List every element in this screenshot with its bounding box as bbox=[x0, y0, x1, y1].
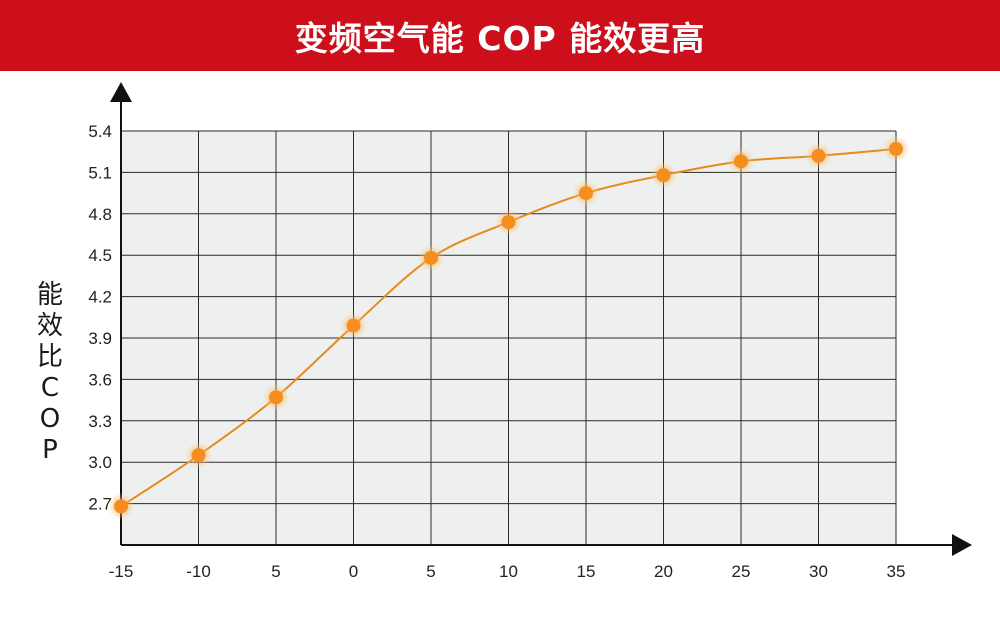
data-point bbox=[346, 318, 361, 333]
y-axis-label-char: 能 bbox=[36, 280, 63, 310]
x-tick-label: 15 bbox=[577, 562, 596, 581]
x-tick-label: 30 bbox=[809, 562, 828, 581]
data-point bbox=[889, 141, 903, 156]
y-tick-label: 3.6 bbox=[88, 370, 112, 389]
data-point bbox=[114, 499, 128, 514]
data-point bbox=[191, 448, 206, 463]
y-tick-label: 3.3 bbox=[88, 412, 112, 431]
x-tick-label: -10 bbox=[186, 562, 211, 581]
data-point bbox=[424, 250, 438, 265]
y-tick-label: 3.9 bbox=[88, 329, 112, 348]
y-axis-label-char: P bbox=[42, 435, 58, 465]
data-point bbox=[579, 186, 593, 201]
y-axis-label-char: C bbox=[40, 373, 60, 403]
data-point bbox=[734, 154, 748, 169]
chart-title: 变频空气能 COP 能效更高 bbox=[294, 18, 706, 58]
x-tick-label: 0 bbox=[349, 562, 358, 581]
y-tick-label: 3.0 bbox=[88, 453, 112, 472]
y-tick-label: 5.1 bbox=[88, 163, 112, 182]
y-tick-label: 4.5 bbox=[88, 246, 112, 265]
title-banner: 变频空气能 COP 能效更高 bbox=[0, 0, 1000, 71]
x-axis-arrow bbox=[952, 534, 972, 556]
x-tick-label: 20 bbox=[654, 562, 673, 581]
y-tick-label: 2.7 bbox=[88, 495, 112, 514]
y-axis-label-char: 效 bbox=[36, 311, 63, 341]
x-tick-label: 5 bbox=[271, 562, 280, 581]
x-tick-label: 25 bbox=[732, 562, 751, 581]
y-axis-label: 能 效 比 C O P bbox=[30, 280, 70, 466]
y-axis-arrow bbox=[110, 82, 132, 102]
data-point bbox=[501, 215, 516, 230]
y-tick-label: 4.2 bbox=[88, 288, 112, 307]
data-point bbox=[269, 390, 283, 405]
data-point bbox=[656, 168, 671, 183]
x-tick-label: 35 bbox=[887, 562, 906, 581]
y-tick-label: 4.8 bbox=[88, 205, 112, 224]
y-axis-label-char: O bbox=[39, 404, 61, 434]
x-tick-label: 5 bbox=[426, 562, 435, 581]
x-tick-label: -15 bbox=[109, 562, 134, 581]
x-tick-label: 10 bbox=[499, 562, 518, 581]
y-tick-label: 5.4 bbox=[88, 122, 112, 141]
y-axis-label-char: 比 bbox=[36, 342, 63, 372]
data-point bbox=[811, 148, 826, 163]
